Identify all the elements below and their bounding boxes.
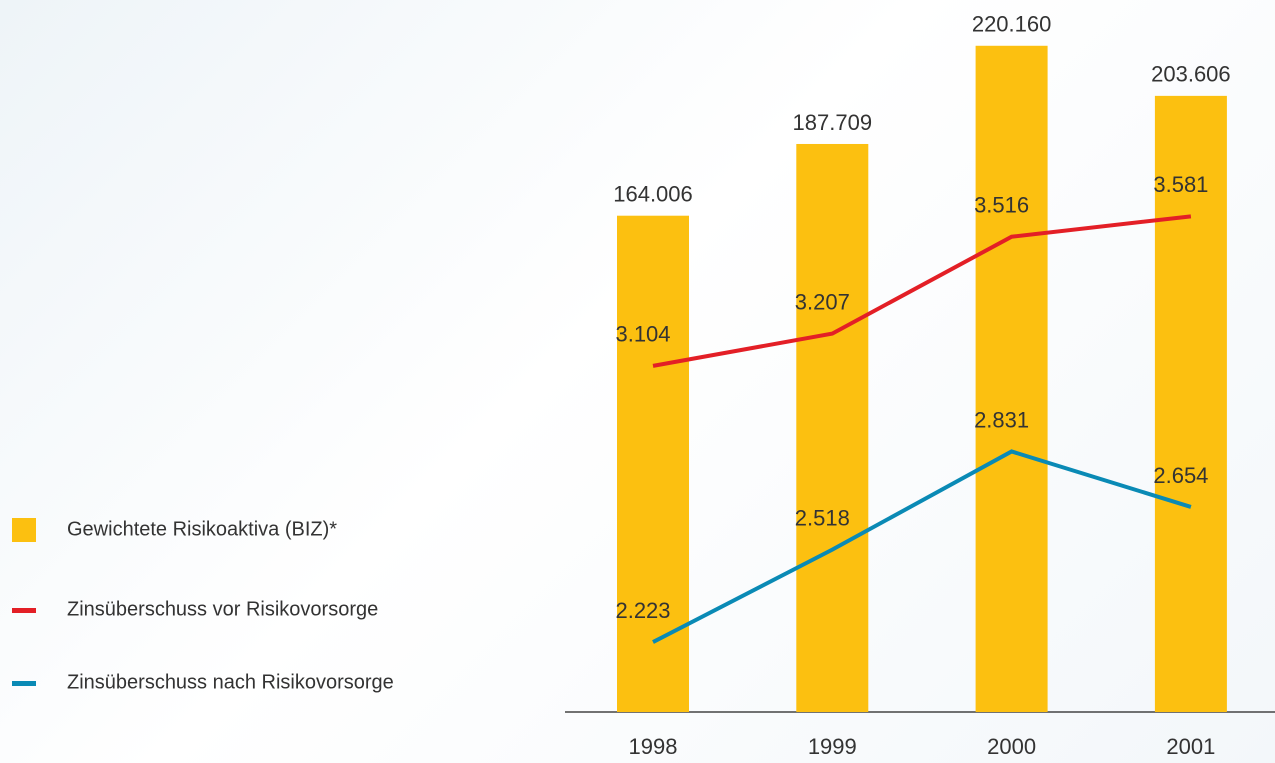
bar-value-label: 187.709: [793, 110, 873, 135]
bar-value-label: 220.160: [972, 12, 1052, 37]
line-value-label: 3.516: [974, 193, 1029, 218]
x-tick-label: 1998: [629, 734, 678, 759]
legend-swatch: [12, 518, 36, 542]
bar-value-label: 203.606: [1151, 62, 1231, 87]
legend-label: Zinsüberschuss nach Risikovorsorge: [67, 671, 394, 693]
line: [652, 449, 1192, 644]
line-value-label: 2.831: [974, 407, 1029, 432]
line-value-label: 2.518: [795, 505, 850, 530]
line-value-label: 3.104: [615, 322, 670, 347]
x-tick-label: 2000: [987, 734, 1036, 759]
x-tick-label: 1999: [808, 734, 857, 759]
bar: [617, 215, 689, 712]
bar: [796, 143, 869, 712]
line-value-label: 2.223: [615, 598, 670, 623]
legend-label: Gewichtete Risikoaktiva (BIZ)*: [67, 518, 337, 540]
legend-label: Zinsüberschuss vor Risikovorsorge: [67, 598, 378, 620]
bar: [975, 45, 1048, 713]
legend-swatch: [12, 681, 36, 686]
legend-swatch: [12, 608, 36, 613]
line-value-label: 3.581: [1153, 172, 1208, 197]
line-value-label: 3.207: [795, 289, 850, 314]
bar-value-label: 164.006: [613, 182, 693, 207]
line-value-label: 2.654: [1153, 463, 1208, 488]
bar: [1154, 95, 1227, 712]
x-tick-label: 2001: [1166, 734, 1215, 759]
line: [652, 214, 1192, 368]
